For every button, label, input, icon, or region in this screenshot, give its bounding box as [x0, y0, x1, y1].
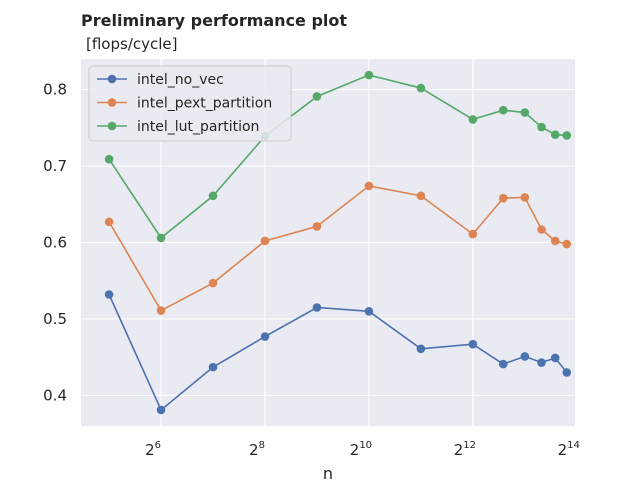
data-point [416, 191, 426, 201]
y-tick-label: 0.4 [43, 386, 67, 404]
data-point [208, 191, 218, 201]
y-tick-label: 0.7 [43, 157, 67, 175]
data-point [537, 122, 546, 132]
data-point [416, 83, 426, 93]
legend-label: intel_pext_partition [137, 96, 272, 112]
legend-marker [107, 98, 117, 107]
data-point [104, 290, 114, 299]
data-point [156, 233, 166, 243]
data-point [364, 70, 374, 80]
legend-item: intel_lut_partition [97, 119, 259, 135]
x-axis-label: n [323, 464, 333, 480]
data-point [498, 193, 508, 203]
data-point [156, 306, 166, 315]
data-point [156, 405, 166, 415]
x-tick-label: 28 [249, 440, 265, 459]
data-point [208, 278, 218, 288]
data-point [312, 222, 322, 231]
data-point [312, 303, 322, 312]
data-point [364, 181, 374, 191]
chart-title: Preliminary performance plot [81, 11, 347, 30]
legend-item: intel_pext_partition [97, 96, 272, 112]
legend-marker [107, 121, 117, 131]
y-tick-label: 0.5 [43, 310, 67, 328]
data-point [260, 236, 270, 246]
data-point [562, 368, 572, 377]
data-point [550, 236, 560, 246]
data-point [104, 154, 114, 164]
x-tick-label: 26 [145, 440, 161, 459]
series-layer [104, 70, 572, 415]
data-point [562, 239, 572, 249]
x-tick-label: 214 [558, 440, 580, 459]
x-ticks: 26 28 210 212 214 [145, 440, 580, 459]
legend-item: intel_no_vec [97, 72, 224, 88]
legend-marker [107, 74, 117, 84]
y-axis-label: [flops/cycle] [86, 35, 178, 53]
data-point [520, 352, 530, 361]
data-point [520, 193, 530, 202]
data-point [520, 108, 530, 117]
y-ticks: 0.4 0.5 0.6 0.7 0.8 [43, 81, 67, 405]
legend-label: intel_lut_partition [137, 119, 259, 135]
data-point [468, 115, 478, 124]
data-point [468, 229, 478, 239]
data-point [208, 362, 218, 372]
data-point [537, 225, 546, 234]
data-point [260, 332, 270, 341]
series-intel_no_vec [104, 290, 572, 415]
y-tick-label: 0.8 [43, 81, 67, 99]
data-point [312, 92, 322, 101]
legend: intel_no_vec intel_pext_partition intel_lu… [88, 65, 292, 142]
data-point [537, 358, 546, 367]
data-point [416, 344, 426, 354]
data-point [550, 130, 560, 139]
data-point [562, 131, 572, 140]
data-point [104, 217, 114, 227]
y-tick-label: 0.6 [43, 234, 67, 252]
legend-box [88, 65, 292, 142]
data-point [498, 105, 508, 115]
x-tick-label: 212 [454, 440, 476, 459]
data-point [364, 307, 374, 316]
data-point [550, 353, 560, 363]
legend-label: intel_no_vec [137, 72, 224, 88]
series-intel_pext_partition [104, 181, 572, 315]
data-point [468, 339, 478, 349]
data-point [498, 359, 508, 369]
x-tick-label: 210 [350, 440, 372, 459]
series-intel_lut_partition [104, 70, 572, 243]
